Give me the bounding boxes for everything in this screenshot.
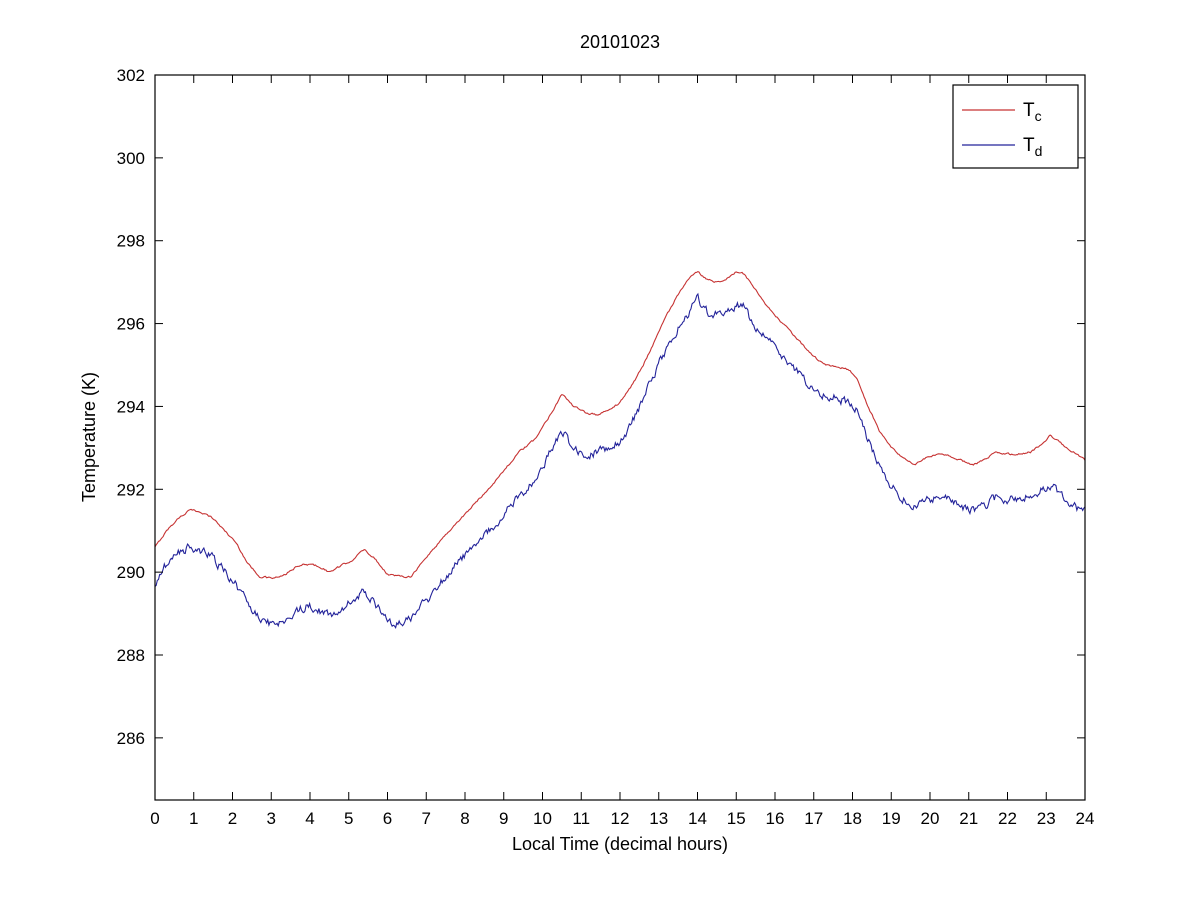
x-tick-label: 22 <box>998 809 1017 828</box>
legend-label-Td: Td <box>1023 135 1042 159</box>
x-tick-label: 5 <box>344 809 353 828</box>
legend-label-Tc: Tc <box>1023 100 1042 124</box>
x-tick-label: 16 <box>766 809 785 828</box>
x-tick-label: 1 <box>189 809 198 828</box>
y-tick-label: 302 <box>117 66 145 85</box>
y-tick-label: 298 <box>117 232 145 251</box>
x-tick-label: 20 <box>921 809 940 828</box>
chart-title: 20101023 <box>580 32 660 52</box>
series-group <box>154 270 1086 630</box>
x-tick-label: 12 <box>611 809 630 828</box>
x-tick-label: 15 <box>727 809 746 828</box>
x-tick-label: 23 <box>1037 809 1056 828</box>
series-line-Tc <box>154 270 1086 580</box>
x-tick-label: 8 <box>460 809 469 828</box>
x-tick-label: 10 <box>533 809 552 828</box>
x-tick-label: 2 <box>228 809 237 828</box>
y-tick-label: 288 <box>117 646 145 665</box>
ticks-group: 0 1 2 3 4 5 6 7 8 9 10 11 12 13 14 15 16 17 18 19 20 21 22 23 24… <box>117 66 1095 828</box>
x-tick-label: 17 <box>804 809 823 828</box>
x-tick-label: 14 <box>688 809 707 828</box>
y-tick-label: 290 <box>117 563 145 582</box>
y-tick-label: 292 <box>117 480 145 499</box>
legend: Tc Td <box>952 84 1079 169</box>
y-tick-label: 296 <box>117 315 145 334</box>
x-tick-label: 11 <box>572 809 590 828</box>
x-axis-label: Local Time (decimal hours) <box>512 834 728 854</box>
y-tick-label: 286 <box>117 729 145 748</box>
x-tick-label: 21 <box>959 809 978 828</box>
x-tick-label: 13 <box>649 809 668 828</box>
y-tick-label: 300 <box>117 149 145 168</box>
series-line-Td <box>154 292 1086 630</box>
legend-box <box>952 84 1079 169</box>
x-tick-label: 24 <box>1076 809 1095 828</box>
x-tick-label: 7 <box>422 809 431 828</box>
x-tick-label: 6 <box>383 809 392 828</box>
x-tick-label: 18 <box>843 809 862 828</box>
x-tick-label: 19 <box>882 809 901 828</box>
x-tick-label: 0 <box>150 809 159 828</box>
x-tick-label: 3 <box>267 809 276 828</box>
y-axis-label: Temperature (K) <box>79 372 99 502</box>
x-tick-label: 4 <box>305 809 314 828</box>
x-tick-label: 9 <box>499 809 508 828</box>
y-tick-label: 294 <box>117 397 145 416</box>
